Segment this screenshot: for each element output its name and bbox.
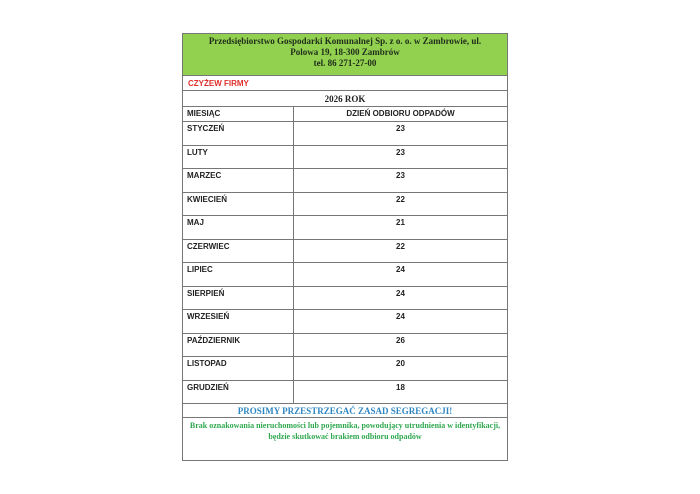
month-cell: STYCZEŃ <box>183 122 294 145</box>
table-row: GRUDZIEŃ 18 <box>183 380 507 404</box>
day-cell: 18 <box>396 382 405 392</box>
day-cell: 23 <box>396 124 405 133</box>
day-cell: 23 <box>396 147 405 157</box>
day-cell: 24 <box>396 265 405 274</box>
month-cell: LISTOPAD <box>183 357 294 380</box>
month-cell: MARZEC <box>183 169 294 192</box>
table-row: KWIECIEŃ 22 <box>183 192 507 216</box>
table-row: MAJ 21 <box>183 216 507 240</box>
table-row: SIERPIEŃ 24 <box>183 286 507 310</box>
month-cell: MAJ <box>183 216 294 239</box>
month-cell: PAŹDZIERNIK <box>183 333 294 356</box>
table-row: WRZESIEŃ 24 <box>183 310 507 334</box>
table-row: LISTOPAD 20 <box>183 357 507 381</box>
table-row: PAŹDZIERNIK 26 <box>183 333 507 357</box>
table-row: CZERWIEC 22 <box>183 239 507 263</box>
month-cell: WRZESIEŃ <box>183 310 294 333</box>
day-cell: 20 <box>396 359 405 368</box>
year-label: 2026 ROK <box>183 91 507 107</box>
table-row: LIPIEC 24 <box>183 263 507 287</box>
day-cell: 24 <box>396 288 405 298</box>
month-cell: CZERWIEC <box>183 239 294 262</box>
day-cell: 26 <box>396 335 405 345</box>
company-header: Przedsiębiorstwo Gospodarki Komunalnej S… <box>183 34 507 76</box>
table-row: STYCZEŃ 23 <box>183 122 507 146</box>
labeling-warning: Brak oznakowania nieruchomości lub pojem… <box>189 421 501 441</box>
day-cell: 23 <box>396 171 405 180</box>
day-cell: 22 <box>396 241 405 251</box>
day-cell: 21 <box>396 218 405 227</box>
company-phone: tel. 86 271-27-00 <box>313 58 377 68</box>
column-headers: MIESIĄC DZIEŃ ODBIORU ODPADÓW <box>183 107 507 122</box>
location-label: CZYŻEW FIRMY <box>183 76 507 91</box>
day-cell: 22 <box>396 194 405 204</box>
month-cell: LUTY <box>183 145 294 168</box>
column-header-month: MIESIĄC <box>183 107 294 121</box>
company-name: Przedsiębiorstwo Gospodarki Komunalnej S… <box>208 36 482 46</box>
table-row: MARZEC 23 <box>183 169 507 193</box>
day-cell: 24 <box>396 312 405 321</box>
table-row: LUTY 23 <box>183 145 507 169</box>
month-cell: SIERPIEŃ <box>183 286 294 309</box>
segregation-notice: PROSIMY PRZESTRZEGAĆ ZASAD SEGREGACJI! <box>183 404 507 418</box>
schedule-table: Przedsiębiorstwo Gospodarki Komunalnej S… <box>182 33 508 461</box>
column-header-day: DZIEŃ ODBIORU ODPADÓW <box>346 109 455 118</box>
company-address: Polowa 19, 18-300 Zambrów <box>290 47 400 57</box>
month-cell: GRUDZIEŃ <box>183 380 294 403</box>
month-cell: KWIECIEŃ <box>183 192 294 215</box>
month-cell: LIPIEC <box>183 263 294 286</box>
